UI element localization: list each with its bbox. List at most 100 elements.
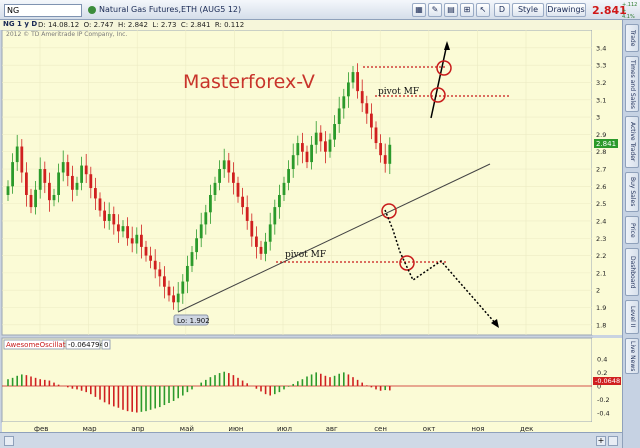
sidebar-tab-times-and-sales[interactable]: Times and Sales <box>625 56 639 112</box>
candle-body <box>314 132 318 145</box>
price-change-abs: +.112 <box>622 2 638 8</box>
price-tick-label: 2.3 <box>596 235 606 243</box>
chart-area[interactable]: 3.4 3.3 3.2 3.1 3 2.9 2.8 2.7 2.6 2.5 2.4 2.3 2.2 2.1… <box>0 29 622 448</box>
candle-body <box>176 293 180 303</box>
price-tick-label: 3.2 <box>596 79 606 87</box>
edit-icon[interactable]: ✎ <box>428 3 442 17</box>
osc-tick-label: 0 <box>597 383 601 391</box>
candle-body <box>360 91 364 104</box>
sidebar-tab-trade[interactable]: Trade <box>625 24 639 52</box>
up-arrow-icon <box>444 41 450 50</box>
candle-body <box>48 182 51 201</box>
price-panel <box>1 29 593 336</box>
bottom-scroll-bar[interactable]: + <box>0 432 622 448</box>
period-button[interactable]: D <box>494 3 510 17</box>
candle-body <box>38 169 42 190</box>
price-chart[interactable]: 3.4 3.3 3.2 3.1 3 2.9 2.8 2.7 2.6 2.5 2.4 2.3 2.2 2.1… <box>0 29 622 434</box>
pivot-upper-label: pivot MF <box>378 87 419 97</box>
candle-body <box>347 82 350 97</box>
candle-body <box>130 238 134 244</box>
grid-icon[interactable]: ▦ <box>412 3 426 17</box>
osc-zero-box <box>101 339 111 350</box>
candle-body <box>218 169 221 183</box>
scroll-left-icon[interactable] <box>4 436 14 446</box>
price-change-pct: + 4.1% <box>622 8 635 20</box>
candle-body <box>167 286 171 296</box>
candle-body <box>80 165 83 183</box>
candle-body <box>291 155 295 170</box>
candle-body <box>158 269 162 277</box>
candle-body <box>75 182 79 190</box>
price-tick-label: 3.3 <box>596 62 606 70</box>
spacer <box>588 3 589 17</box>
candle-body <box>287 169 290 183</box>
candle-body <box>328 139 332 152</box>
sidebar-tab-level-ii[interactable]: Level II <box>625 300 639 334</box>
month-tick-label: мар <box>83 425 98 432</box>
support-trendline[interactable] <box>177 163 491 313</box>
candle-body <box>140 234 143 247</box>
upward-projection-line <box>430 43 448 119</box>
candle-body <box>172 295 175 303</box>
downward-projection-path <box>384 209 497 325</box>
month-tick-label: фев <box>34 425 48 432</box>
ruler-icon[interactable]: ⊞ <box>460 3 474 17</box>
ohlc-readout: D: 14.08.12 O: 2.747 H: 2.842 L: 2.73 C:… <box>38 21 245 29</box>
retest-circle <box>399 255 415 271</box>
candle-body <box>333 124 336 140</box>
date-axis-bg <box>2 422 622 434</box>
price-tick-label: 1.8 <box>596 321 606 329</box>
instrument-title: Natural Gas Futures,ETH (AUG5 12) <box>99 5 242 14</box>
candle-body <box>268 224 272 242</box>
sidebar-tab-active-trader[interactable]: Active Trader <box>625 116 639 168</box>
price-tick-label: 2.1 <box>596 269 606 277</box>
osc-tick-label: -0.2 <box>597 396 610 404</box>
price-tick-label: 1.9 <box>596 304 606 312</box>
month-tick-label: сен <box>374 425 387 432</box>
watermark-text: Masterforex-V <box>183 71 315 93</box>
symbol-input[interactable]: NG <box>4 4 82 17</box>
price-tick-label: 3 <box>596 114 600 122</box>
candle-body <box>351 72 355 83</box>
candle-body <box>305 151 309 163</box>
candle-body <box>84 165 88 175</box>
sidebar-tab-buy-sales[interactable]: Buy Sales <box>625 172 639 212</box>
zoom-in-icon[interactable]: + <box>596 436 606 446</box>
osc-tick-label: -0.4 <box>597 410 610 418</box>
low-label-box <box>173 314 209 326</box>
candle-body <box>374 127 378 144</box>
candle-body <box>236 182 240 197</box>
candle-body <box>241 196 244 208</box>
chart-toolbar: NG Natural Gas Futures,ETH (AUG5 12) ▦ ✎… <box>0 0 640 20</box>
osc-tick-label: 0.4 <box>597 355 607 363</box>
sidebar-tab-dashboard[interactable]: Dashboard <box>625 248 639 296</box>
osc-name-box[interactable] <box>3 339 65 350</box>
sidebar-tab-price[interactable]: Price <box>625 216 639 244</box>
month-tick-label: май <box>180 425 194 432</box>
osc-value-box <box>65 339 101 350</box>
sidebar-tab-live-news[interactable]: Live News <box>625 338 639 374</box>
timeframe-label[interactable]: NG 1 y D <box>3 20 38 28</box>
candle-body <box>259 246 263 254</box>
target-circle-1 <box>436 60 452 76</box>
candle-body <box>356 72 359 92</box>
month-tick-label: июл <box>277 425 292 432</box>
current-price-value: 2.841 <box>596 140 616 148</box>
candle-body <box>107 214 111 221</box>
candle-body <box>121 226 125 232</box>
candle-body <box>190 252 194 266</box>
pointer-icon[interactable]: ↖ <box>476 3 490 17</box>
candle-body <box>255 236 258 247</box>
candle-body <box>112 214 116 225</box>
candle-body <box>337 108 341 125</box>
style-button[interactable]: Style <box>512 3 544 17</box>
candle-body <box>388 144 392 164</box>
price-tick-label: 2.6 <box>596 183 606 191</box>
scroll-right-icon[interactable] <box>608 436 618 446</box>
candle-body <box>296 143 300 156</box>
candle-body <box>66 162 70 176</box>
drawings-button[interactable]: Drawings <box>546 3 586 17</box>
candle-body <box>319 132 323 142</box>
copyright-text: 2012 © TD Ameritrade IP Company, Inc. <box>6 31 127 38</box>
bookmark-icon[interactable]: ▤ <box>444 3 458 17</box>
